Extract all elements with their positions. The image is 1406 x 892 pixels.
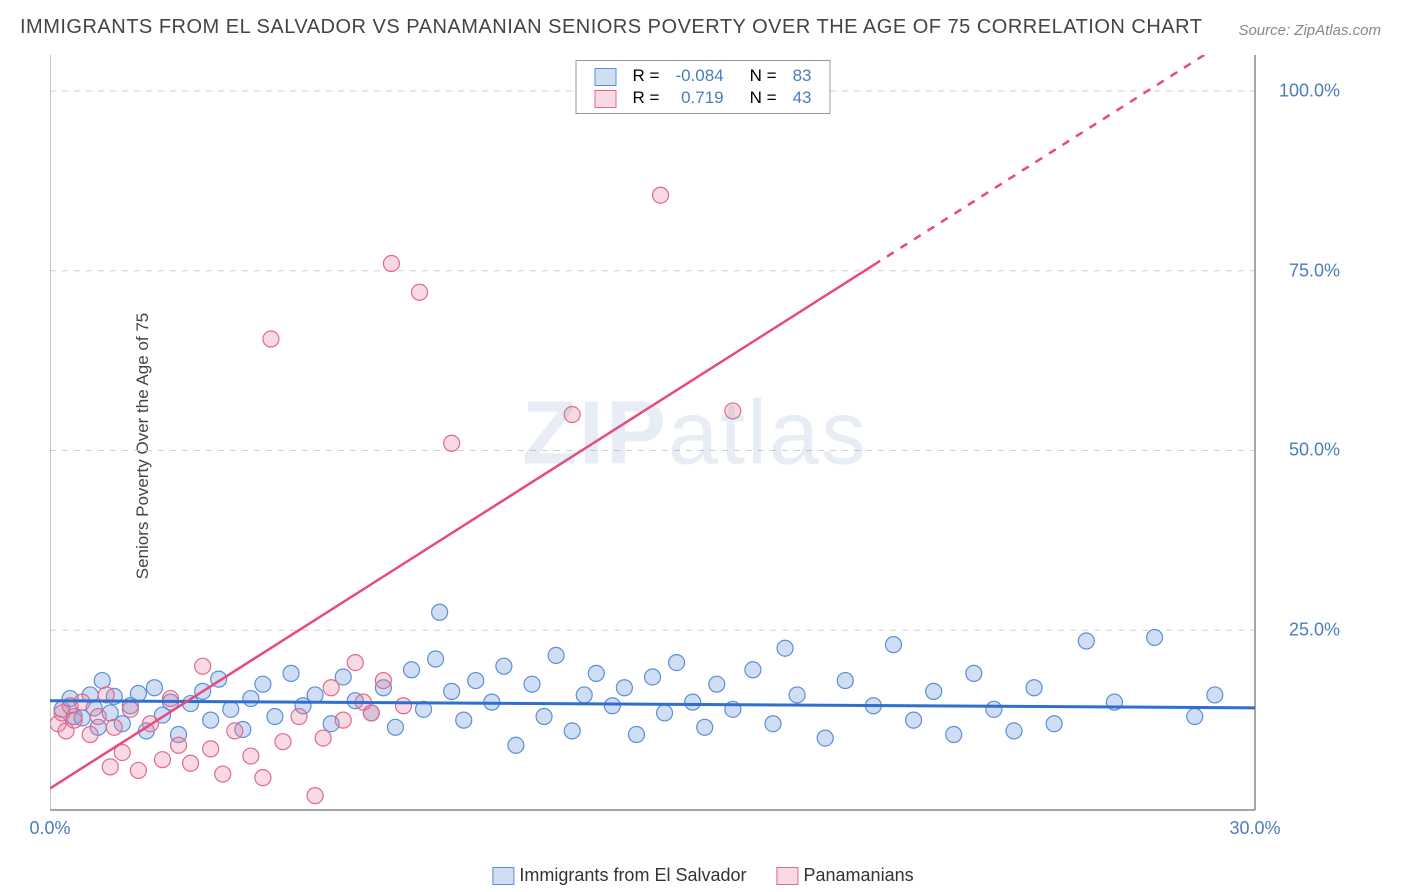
legend-series-label: Immigrants from El Salvador: [519, 865, 746, 885]
legend-correlation-table: R =-0.084N =83R =0.719N =43: [587, 65, 820, 109]
legend-swatch: [595, 68, 617, 86]
legend-swatch: [595, 90, 617, 108]
legend-R-label: R =: [625, 87, 668, 109]
x-tick-label: 30.0%: [1229, 818, 1280, 839]
legend-R-value: -0.084: [667, 65, 731, 87]
y-tick-label: 50.0%: [1289, 440, 1340, 461]
legend-series-item: Panamanians: [777, 865, 914, 885]
legend-N-label: N =: [732, 65, 785, 87]
x-tick-label: 0.0%: [29, 818, 70, 839]
legend-N-value: 43: [785, 87, 820, 109]
legend-N-value: 83: [785, 65, 820, 87]
source-label: Source: ZipAtlas.com: [1238, 22, 1381, 39]
chart-area: ZIPatlas 25.0%50.0%75.0%100.0% 0.0%30.0%: [50, 55, 1340, 845]
legend-correlation-row: R =0.719N =43: [587, 87, 820, 109]
legend-R-value: 0.719: [667, 87, 731, 109]
y-tick-label: 25.0%: [1289, 620, 1340, 641]
legend-N-label: N =: [732, 87, 785, 109]
legend-swatch: [492, 867, 514, 885]
y-tick-label: 75.0%: [1289, 260, 1340, 281]
scatter-plot-svg: [50, 55, 1340, 845]
legend-correlation-row: R =-0.084N =83: [587, 65, 820, 87]
y-tick-label: 100.0%: [1279, 80, 1340, 101]
legend-R-label: R =: [625, 65, 668, 87]
legend-series: Immigrants from El Salvador Panamanians: [477, 865, 928, 886]
legend-series-label: Panamanians: [804, 865, 914, 885]
legend-series-item: Immigrants from El Salvador: [492, 865, 746, 885]
legend-correlation-box: R =-0.084N =83R =0.719N =43: [576, 60, 831, 114]
chart-title: IMMIGRANTS FROM EL SALVADOR VS PANAMANIA…: [20, 16, 1202, 39]
legend-swatch: [777, 867, 799, 885]
